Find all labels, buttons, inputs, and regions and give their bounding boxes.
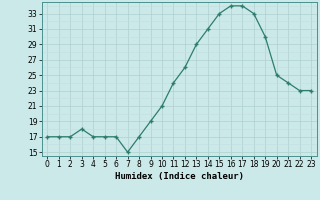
X-axis label: Humidex (Indice chaleur): Humidex (Indice chaleur) [115,172,244,181]
